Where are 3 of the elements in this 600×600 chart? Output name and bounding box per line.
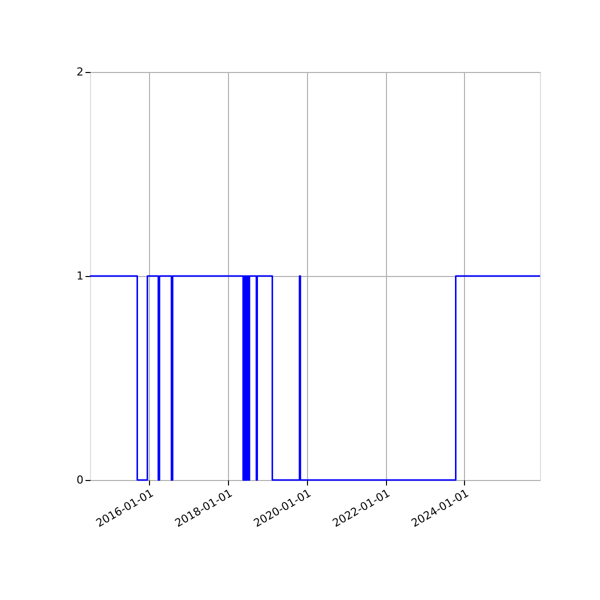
y-tick-label: 1 <box>76 270 84 282</box>
y-tick-label: 0 <box>76 474 84 486</box>
y-tick-label: 2 <box>76 66 84 78</box>
